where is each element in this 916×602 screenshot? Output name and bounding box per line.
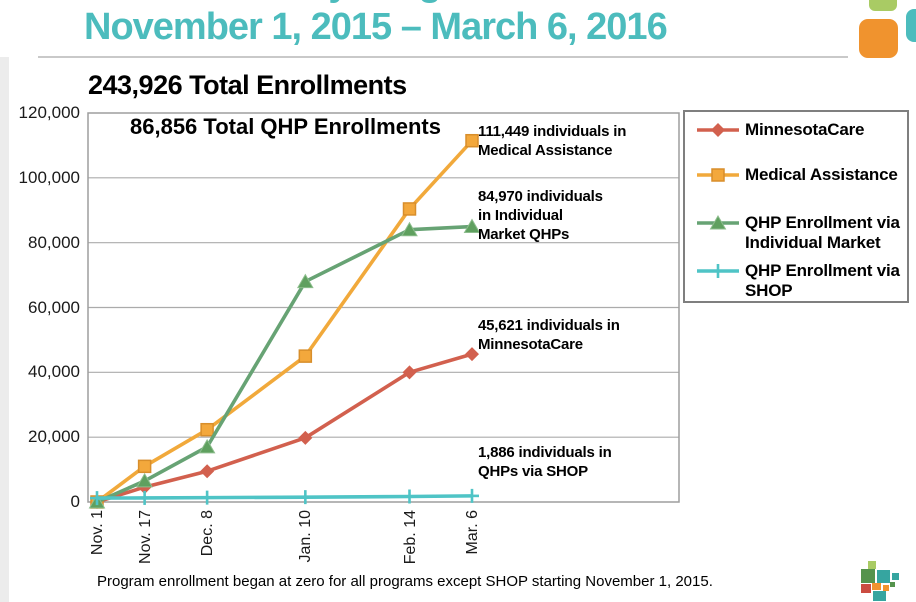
- footer-note: Program enrollment began at zero for all…: [97, 573, 713, 590]
- legend-marker-square-icon: [697, 168, 739, 182]
- brand-logo-green-square-icon: [869, 0, 897, 11]
- data-point-square: [298, 349, 313, 363]
- plot-border: [87, 112, 680, 503]
- x-tick-label: Nov. 17: [136, 510, 154, 564]
- legend-label: MinnesotaCare: [745, 120, 865, 139]
- series-line: [95, 139, 474, 504]
- series-line: [96, 224, 473, 504]
- data-point-triangle: [198, 438, 216, 454]
- data-point-diamond: [402, 365, 417, 380]
- series-line: [96, 494, 473, 500]
- data-point-triangle: [463, 218, 481, 234]
- data-point-square: [465, 133, 479, 148]
- y-tick-label: 80,000: [28, 232, 80, 252]
- mosaic-square-icon: [890, 582, 895, 587]
- y-tick-label: 20,000: [28, 427, 80, 447]
- data-point-diamond: [200, 464, 215, 479]
- mosaic-square-icon: [868, 561, 876, 569]
- mosaic-square-icon: [883, 585, 889, 591]
- mosaic-square-icon: [861, 584, 871, 593]
- mosaic-square-icon: [892, 573, 899, 580]
- data-point-diamond: [298, 430, 313, 445]
- header-divider: [38, 56, 848, 58]
- legend-item: QHP Enrollment via Individual Market: [695, 213, 900, 253]
- y-tick-label: 0: [70, 492, 80, 511]
- legend-item: MinnesotaCare: [695, 120, 864, 140]
- y-tick-label: 60,000: [28, 297, 80, 317]
- y-tick-label: 40,000: [28, 362, 80, 382]
- data-point-triangle: [136, 472, 153, 488]
- annotation-label: 111,449 individuals in Medical Assistance: [478, 123, 627, 159]
- left-edge-strip: [0, 57, 9, 602]
- annotation-label: 45,621 individuals in MinnesotaCare: [478, 317, 620, 353]
- annotation-label: 84,970 individuals in Individual Market QH…: [478, 188, 603, 243]
- legend-label: Medical Assistance: [745, 165, 898, 184]
- series-line: [96, 352, 473, 504]
- x-tick-label: Jan. 10: [297, 510, 315, 563]
- y-tick-label: 100,000: [18, 167, 80, 187]
- legend-item: Medical Assistance: [695, 165, 898, 185]
- data-point-triangle: [401, 221, 418, 237]
- y-tick-label: 120,000: [18, 103, 80, 122]
- data-point-square: [711, 168, 725, 182]
- legend-item: QHP Enrollment via SHOP: [695, 261, 900, 301]
- brand-logo-orange-square-icon: [859, 19, 898, 58]
- data-point-triangle: [709, 214, 727, 230]
- data-point-square: [137, 459, 152, 474]
- x-tick-label: Dec. 8: [199, 510, 217, 557]
- brand-logo-teal-square-icon: [906, 9, 916, 42]
- mosaic-square-icon: [872, 583, 881, 590]
- mosaic-square-icon: [861, 569, 875, 583]
- data-point-triangle: [296, 273, 314, 289]
- legend-label: QHP Enrollment via Individual Market: [745, 213, 900, 252]
- data-point-diamond: [465, 347, 479, 362]
- mosaic-square-icon: [877, 570, 890, 583]
- qhp-enrollments-heading: 86,856 Total QHP Enrollments: [130, 114, 441, 139]
- legend-marker-triangle-icon: [697, 214, 739, 230]
- annotation-label: 1,886 individuals in QHPs via SHOP: [478, 444, 612, 480]
- legend-marker-diamond-icon: [697, 123, 739, 137]
- page-title: November 1, 2015 – March 6, 2016: [84, 6, 668, 48]
- chart-legend: MinnesotaCare Medical Assistance QHP Enrol…: [683, 110, 909, 303]
- total-enrollments-heading: 243,926 Total Enrollments: [88, 70, 407, 100]
- x-tick-label: Nov. 1: [89, 510, 106, 556]
- mosaic-square-icon: [873, 591, 886, 601]
- legend-label: QHP Enrollment via SHOP: [745, 261, 900, 300]
- clipped-title-line: Enrollments by Program: [88, 0, 508, 5]
- data-point-square: [200, 422, 214, 437]
- legend-marker-plus-icon: [697, 264, 739, 278]
- data-point-diamond: [711, 123, 725, 137]
- x-tick-label: Mar. 6: [464, 510, 481, 555]
- x-tick-label: Feb. 14: [401, 510, 419, 565]
- data-point-square: [402, 202, 417, 216]
